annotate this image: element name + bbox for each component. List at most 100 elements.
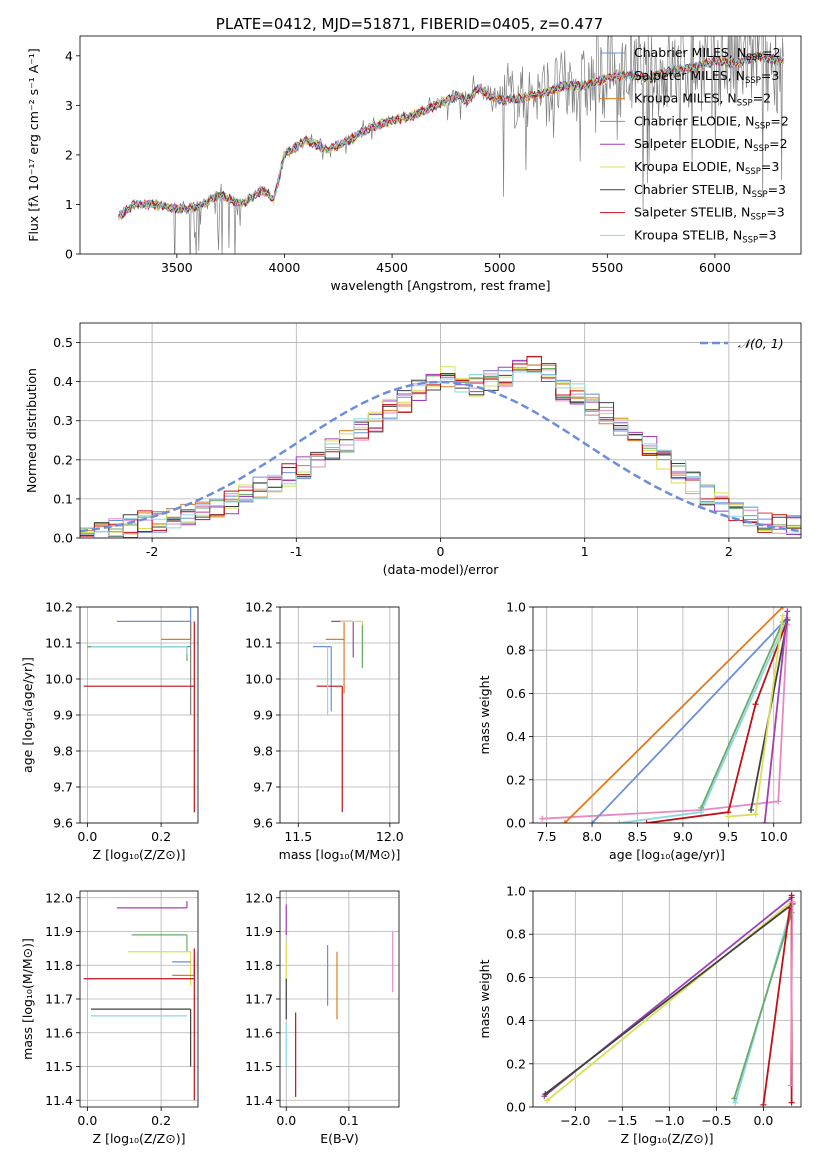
y-tick-label: 0.2 <box>506 772 526 787</box>
x-tick-label: 6000 <box>699 260 731 275</box>
x-tick-label: 0.2 <box>151 829 171 844</box>
figure-title: PLATE=0412, MJD=51871, FIBERID=0405, z=0… <box>216 15 603 33</box>
residuals-plot-area <box>80 355 801 538</box>
x-tick-label: 10.0 <box>760 829 788 844</box>
y-axis-label: Normed distribution <box>24 368 39 493</box>
legend-label-main: Kroupa STELIB, N <box>634 227 742 242</box>
weight-line <box>542 624 789 820</box>
y-tick-label: 2 <box>65 147 73 162</box>
legend-entry: Kroupa STELIB, NSSP=3 <box>634 227 777 245</box>
y-tick-label: 0.1 <box>53 491 73 506</box>
axes-frame <box>79 890 199 1108</box>
spectrum-legend: Chabrier MILES, NSSP=2 Salpeter MILES, N S… <box>600 45 789 245</box>
legend-label-sub: SSP <box>752 190 768 200</box>
legend-label-tail: =3 <box>761 68 779 83</box>
y-tick-label: 11.5 <box>245 1059 273 1074</box>
weight-line <box>733 912 793 1099</box>
weight-line <box>763 611 789 823</box>
legend-label-sub: SSP <box>742 235 758 245</box>
x-tick-label: 0.1 <box>339 1113 359 1128</box>
y-tick-label: 10.1 <box>45 636 73 651</box>
x-tick-label: 0 <box>437 544 445 559</box>
x-axis-label: mass [log₁₀(M/M⊙)] <box>279 847 401 862</box>
y-tick-label: 9.8 <box>253 744 273 759</box>
y-tick-label: 12.0 <box>45 890 73 905</box>
x-tick-label: −1.5 <box>607 1113 637 1128</box>
x-tick-label: 8.0 <box>582 829 602 844</box>
x-tick-label: 8.5 <box>628 829 648 844</box>
y-tick-label: 11.4 <box>245 1093 273 1108</box>
x-tick-label: 0.0 <box>276 1113 296 1128</box>
legend-label-main: Salpeter MILES, N <box>634 68 745 83</box>
legend-entry: Chabrier MILES, NSSP=2 <box>634 45 781 63</box>
normal-curve <box>80 380 801 533</box>
mass_vs_Z-plot-area <box>83 901 198 1101</box>
legend-label-main: Salpeter STELIB, N <box>634 205 750 220</box>
y-axis-label: Flux [fλ 10⁻¹⁷ erg cm⁻² s⁻¹ A⁻¹] <box>26 48 41 241</box>
y-tick-label: 0.3 <box>53 413 73 428</box>
legend-entry: Salpeter ELODIE, NSSP=2 <box>634 136 788 154</box>
legend-label-sub: SSP <box>737 99 753 109</box>
y-tick-label: 0.5 <box>53 335 73 350</box>
weight-line <box>591 617 789 823</box>
y-axis-label: mass [log₁₀(M/M⊙)] <box>20 938 35 1060</box>
legend-label-tail: =3 <box>768 182 786 197</box>
y-tick-label: 11.6 <box>45 1025 73 1040</box>
y-tick-label: 11.6 <box>245 1025 273 1040</box>
y-tick-label: 1 <box>65 197 73 212</box>
y-axis-label: mass weight <box>477 959 492 1038</box>
age_vs_Z-plot-area <box>83 607 195 813</box>
x-tick-label: 0.0 <box>77 829 97 844</box>
x-tick-label: 12.0 <box>376 829 404 844</box>
y-tick-label: 0.2 <box>53 452 73 467</box>
y-tick-label: 10.0 <box>45 672 73 687</box>
histogram-step <box>80 370 801 538</box>
legend-entry: Chabrier ELODIE, NSSP=2 <box>634 113 789 131</box>
legend-label-main: Chabrier ELODIE, N <box>634 113 754 128</box>
x-tick-label: -2 <box>146 544 158 559</box>
x-tick-label: 1 <box>581 544 589 559</box>
weight-line <box>789 901 794 1086</box>
weight_vs_Z-panel: −2.0 −1.5 −1.0 −0.5 0.0 0.0 0.2 0.4 0.6 0.8 1.0 Z [… <box>477 884 802 1146</box>
x-tick-label: 2 <box>725 544 733 559</box>
x-tick-label: -1 <box>290 544 302 559</box>
y-tick-label: 10.2 <box>245 600 273 615</box>
weight-line <box>564 607 784 823</box>
weight-line <box>619 617 789 823</box>
axes-frame <box>79 322 802 539</box>
spectrum-panel: 3500 4000 4500 5000 5500 6000 0 1 2 3 4 wavelength … <box>26 15 802 293</box>
x-axis-label: E(B-V) <box>320 1131 359 1146</box>
legend-entry: Chabrier STELIB, NSSP=3 <box>634 182 786 200</box>
weight_vs_age-panel: 7.5 8.0 8.5 9.0 9.5 10.0 0.0 0.2 0.4 0.6 0.8 1.0 age… <box>477 600 802 862</box>
weight_vs_age-plot-area <box>539 607 791 823</box>
y-tick-label: 11.9 <box>45 924 73 939</box>
x-tick-label: 0.0 <box>753 1113 773 1128</box>
spectrum-plot-area <box>118 36 785 254</box>
y-tick-label: 10.0 <box>245 672 273 687</box>
age_vs_mass-panel: 11.5 12.0 9.6 9.7 9.8 9.9 10.0 10.1 10.2 mass [lo… <box>245 600 404 863</box>
model-spectrum-line <box>118 52 785 220</box>
mass_vs_Z-panel: 0.0 0.2 11.4 11.5 11.6 11.7 11.8 11.9 12.0 Z [log… <box>20 890 199 1146</box>
axes-frame <box>79 606 199 824</box>
mass_vs_ebv-panel: 0.0 0.1 11.4 11.5 11.6 11.7 11.8 11.9 12.0 E(B-V) <box>245 890 400 1146</box>
legend-label-tail: =2 <box>753 91 771 106</box>
legend-label-tail: =2 <box>762 45 780 60</box>
y-tick-label: 11.7 <box>45 992 73 1007</box>
legend-label-tail: =3 <box>758 227 776 242</box>
x-axis-label: age [log₁₀(age/yr)] <box>609 847 725 862</box>
y-tick-label: 0.0 <box>506 816 526 831</box>
y-tick-label: 9.7 <box>253 780 273 795</box>
y-tick-label: 11.5 <box>45 1059 73 1074</box>
legend-label-sub: SSP <box>754 121 770 131</box>
y-tick-label: 0.4 <box>506 729 526 744</box>
y-tick-label: 0.8 <box>506 927 526 942</box>
weight_vs_Z-plot-area <box>541 892 796 1107</box>
y-tick-label: 3 <box>65 98 73 113</box>
weight-line <box>544 903 794 1095</box>
x-tick-label: 4000 <box>269 260 301 275</box>
legend-label-sub: SSP <box>745 167 761 177</box>
y-tick-label: 9.8 <box>53 744 73 759</box>
y-tick-label: 0.4 <box>53 374 73 389</box>
x-axis-label: wavelength [Angstrom, rest frame] <box>330 278 550 293</box>
